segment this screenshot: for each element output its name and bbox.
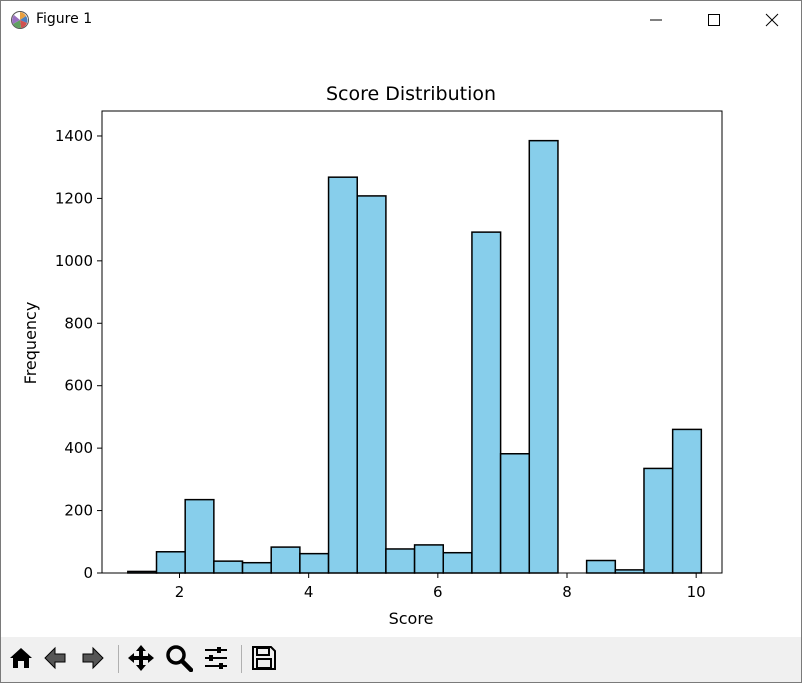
home-button[interactable] <box>5 642 37 674</box>
save-button[interactable] <box>248 642 280 674</box>
figure-canvas[interactable]: Score Distribution Score Frequency 2 4 6 8 1… <box>1 39 801 637</box>
title-bar[interactable]: Figure 1 <box>1 1 801 39</box>
maximize-button[interactable] <box>685 1 743 39</box>
histogram-bar <box>299 552 330 574</box>
toolbar-separator <box>118 645 119 673</box>
forward-button[interactable] <box>77 642 109 674</box>
window-title: Figure 1 <box>36 11 93 27</box>
histogram-bar <box>499 453 531 574</box>
y-tick-label: 200 <box>64 502 93 520</box>
x-tick-label: 8 <box>562 583 572 601</box>
navigation-toolbar <box>1 637 801 682</box>
pan-button[interactable] <box>125 642 157 674</box>
y-tick-label: 600 <box>64 377 93 395</box>
x-tick-label: 2 <box>175 583 185 601</box>
close-icon <box>765 13 779 27</box>
matplotlib-icon <box>11 11 29 29</box>
histogram-bar <box>213 560 244 574</box>
histogram-bar <box>184 498 215 574</box>
histogram-bar <box>442 551 473 574</box>
home-icon <box>10 648 32 668</box>
histogram-bar <box>155 551 186 574</box>
histogram-bar <box>528 139 559 574</box>
histogram-bar <box>585 559 617 574</box>
bars-layer <box>127 139 703 574</box>
back-button[interactable] <box>39 642 71 674</box>
histogram-bar <box>413 544 445 574</box>
close-button[interactable] <box>743 1 801 39</box>
histogram-bar <box>671 428 703 574</box>
histogram-bar <box>356 195 387 574</box>
forward-icon <box>82 646 104 670</box>
maximize-icon <box>708 14 720 26</box>
toolbar-separator <box>241 645 242 673</box>
y-axis-label: Frequency <box>21 302 40 385</box>
x-tick-label: 4 <box>304 583 314 601</box>
pan-icon <box>128 645 154 671</box>
x-tick-label: 10 <box>687 583 706 601</box>
y-tick-label: 0 <box>83 564 93 582</box>
zoom-button[interactable] <box>163 642 195 674</box>
y-tick-label: 1000 <box>55 252 93 270</box>
y-tick-label: 800 <box>64 314 93 332</box>
configure-subplots-icon <box>205 647 227 669</box>
configure-subplots-button[interactable] <box>200 642 232 674</box>
save-icon <box>252 646 276 670</box>
x-tick-label: 6 <box>433 583 443 601</box>
x-axis-label: Score <box>389 609 434 628</box>
back-icon <box>44 646 66 670</box>
plot-area-frame <box>101 110 723 574</box>
histogram-bar <box>385 548 416 574</box>
histogram-bar <box>241 561 272 574</box>
minimize-button[interactable] <box>627 1 685 39</box>
histogram-bar <box>270 546 301 574</box>
zoom-icon <box>166 645 193 672</box>
chart-title: Score Distribution <box>326 83 496 105</box>
histogram-bar <box>327 176 358 574</box>
histogram-chart: Score Distribution Score Frequency 2 4 6 8 1… <box>21 83 723 628</box>
y-tick-label: 1400 <box>55 127 93 145</box>
minimize-icon <box>650 19 662 21</box>
y-tick-label: 400 <box>64 439 93 457</box>
histogram-bar <box>643 467 674 574</box>
y-tick-label: 1200 <box>55 189 93 207</box>
histogram-bar <box>471 231 502 574</box>
ticks-layer: 2 4 6 8 10 0 200 400 600 800 1000 1200 1400 <box>55 127 706 601</box>
